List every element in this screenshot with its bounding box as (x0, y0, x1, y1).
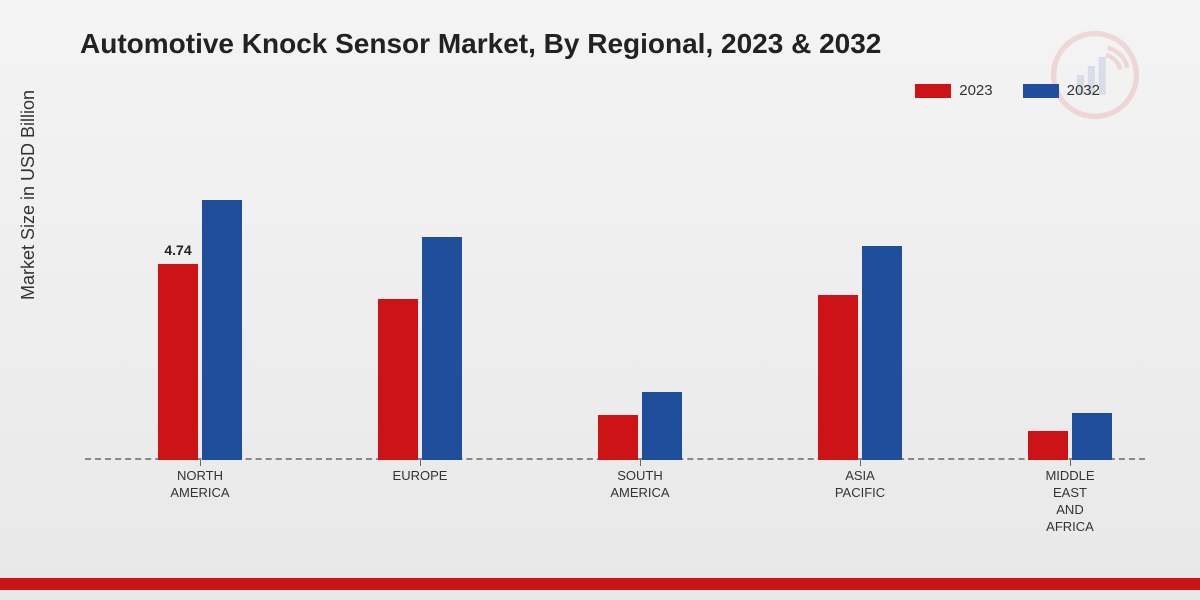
legend: 2023 2032 (915, 82, 1100, 99)
bar-group-eu (345, 237, 495, 460)
bar-value-label: 4.74 (164, 242, 191, 258)
x-label-na: NORTHAMERICA (125, 468, 275, 502)
legend-swatch-2023 (915, 84, 951, 98)
bar-2023-na: 4.74 (158, 264, 198, 460)
bar-group-ap (785, 246, 935, 461)
bar-2032-sa (642, 392, 682, 460)
legend-item-2032: 2032 (1023, 82, 1100, 99)
bar-2023-sa (598, 415, 638, 460)
x-axis-labels: NORTHAMERICA EUROPE SOUTHAMERICA ASIAPACIFI… (85, 468, 1145, 548)
legend-item-2023: 2023 (915, 82, 992, 99)
bar-2032-eu (422, 237, 462, 460)
watermark-logo (1050, 30, 1140, 120)
bar-group-sa (565, 392, 715, 460)
axis-tick (860, 460, 861, 466)
axis-tick (640, 460, 641, 466)
chart-title: Automotive Knock Sensor Market, By Regio… (80, 28, 881, 60)
x-label-ap: ASIAPACIFIC (785, 468, 935, 502)
legend-label-2023: 2023 (959, 82, 992, 99)
bar-group-mea (995, 413, 1145, 460)
bar-2023-mea (1028, 431, 1068, 460)
y-axis-label: Market Size in USD Billion (18, 90, 39, 300)
axis-tick (420, 460, 421, 466)
bar-group-na: 4.74 (125, 200, 275, 460)
chart-plot-area: 4.74 (85, 130, 1145, 460)
x-label-sa: SOUTHAMERICA (565, 468, 715, 502)
footer-accent-bar (0, 578, 1200, 590)
x-label-mea: MIDDLEEASTANDAFRICA (995, 468, 1145, 536)
bar-2032-na (202, 200, 242, 460)
legend-swatch-2032 (1023, 84, 1059, 98)
legend-label-2032: 2032 (1067, 82, 1100, 99)
bar-2032-ap (862, 246, 902, 461)
axis-tick (1070, 460, 1071, 466)
bar-2032-mea (1072, 413, 1112, 460)
axis-tick (200, 460, 201, 466)
x-label-eu: EUROPE (345, 468, 495, 485)
bar-2023-eu (378, 299, 418, 460)
bar-2023-ap (818, 295, 858, 460)
